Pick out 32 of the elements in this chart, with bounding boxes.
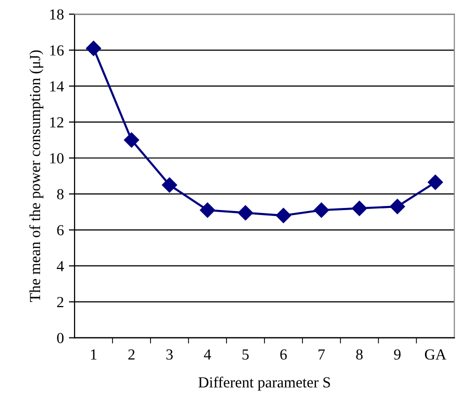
x-tick-label: 3: [166, 349, 173, 360]
x-tick-label: 2: [128, 349, 135, 360]
x-tick-label: 6: [280, 349, 287, 360]
point: [86, 40, 102, 56]
x-tick-label: 1: [91, 349, 96, 360]
y-tick-label: 16: [50, 45, 64, 56]
y-tick-label: 6: [57, 225, 64, 236]
point: [428, 174, 443, 190]
y-axis-title: The mean of the power consumption (μJ): [29, 50, 44, 302]
y-tick-label: 8: [57, 189, 64, 200]
x-tick-label: 4: [204, 349, 212, 360]
point: [314, 202, 329, 218]
x-tick-label: GA: [424, 349, 446, 360]
point: [276, 208, 292, 224]
x-tick-label: 9: [394, 349, 401, 360]
point: [124, 132, 140, 148]
point: [200, 202, 216, 218]
point: [390, 198, 405, 214]
x-tick-label: 8: [356, 349, 363, 360]
y-tick-label: 4: [56, 261, 64, 272]
y-tick-label: 14: [50, 81, 64, 92]
y-tick-label: 2: [57, 297, 64, 308]
y-tick-label: 18: [50, 9, 64, 20]
x-axis-title: Different parameter S: [198, 376, 330, 391]
x-tick-label: 7: [318, 349, 325, 360]
y-tick-label: 0: [57, 332, 64, 344]
point: [352, 200, 367, 216]
y-tick-label: 12: [50, 117, 64, 128]
x-tick-label: 5: [242, 349, 249, 360]
point: [162, 177, 178, 193]
point: [238, 205, 254, 220]
y-tick-label: 10: [50, 153, 64, 164]
